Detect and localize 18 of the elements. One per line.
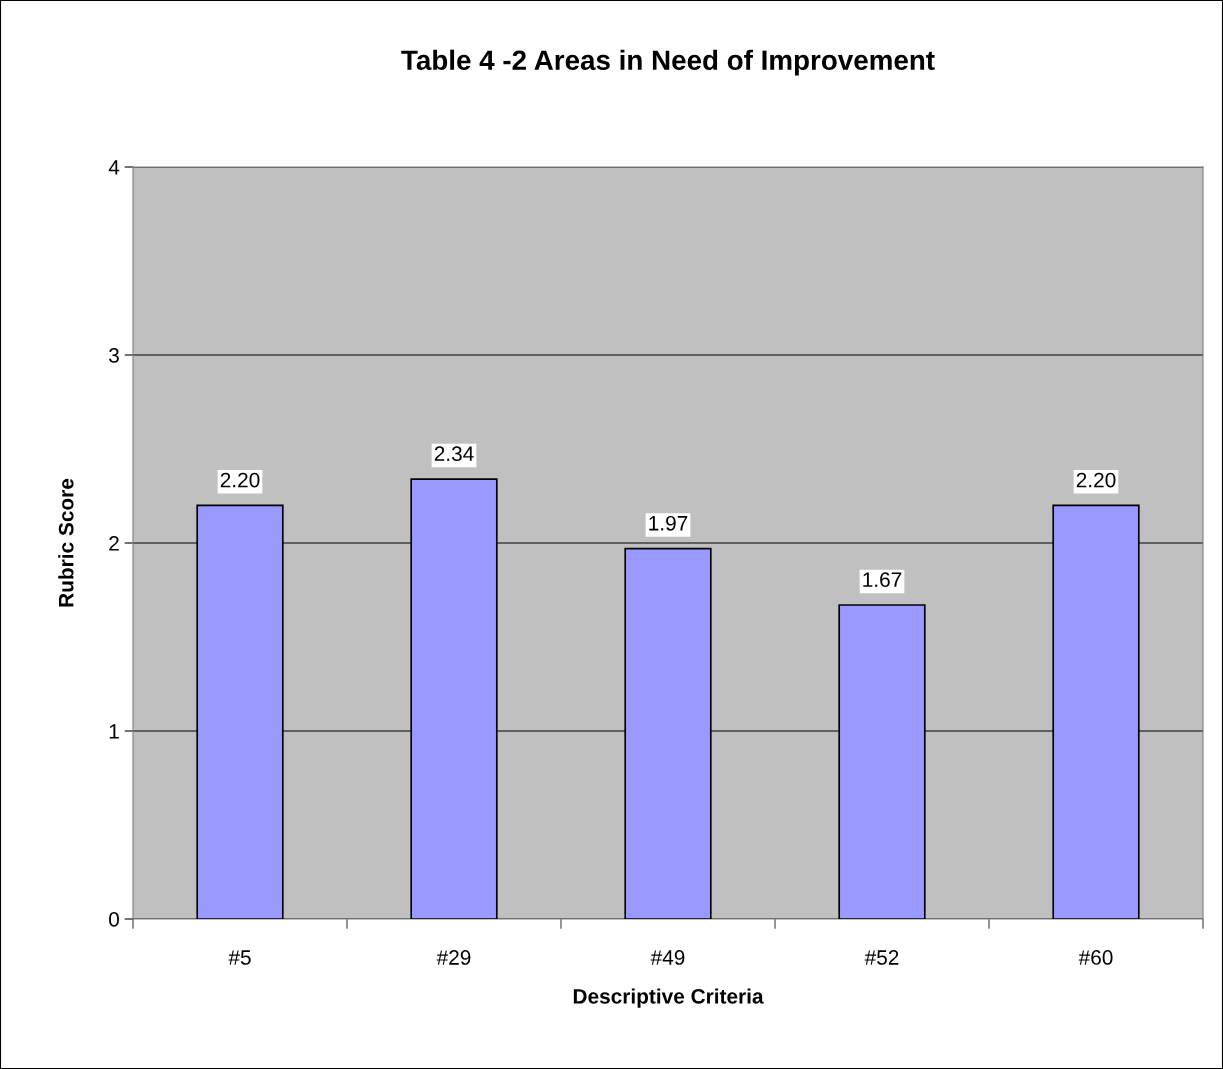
x-tick-label: #52 [864,950,899,965]
data-label: 1.67 [863,572,902,588]
y-tick-label: 2 [109,536,119,551]
x-tick-label: #29 [436,950,471,965]
data-label: 2.34 [434,446,474,462]
x-tick-label: #49 [650,950,685,965]
data-label: 1.97 [649,515,688,531]
x-tick-label: #5 [228,950,251,965]
data-label: 2.20 [1076,472,1116,488]
y-tick-label: 1 [109,724,119,739]
y-tick-label: 0 [109,912,119,927]
y-axis-title: Rubric Score [58,478,74,607]
chart-title: Table 4 -2 Areas in Need of Improvement [401,49,935,76]
y-tick-label: 3 [109,348,119,363]
x-tick-label: #60 [1078,950,1113,965]
y-tick-label: 4 [108,160,120,175]
x-axis-title: Descriptive Criteria [573,988,764,1008]
data-label: 2.20 [220,472,260,488]
